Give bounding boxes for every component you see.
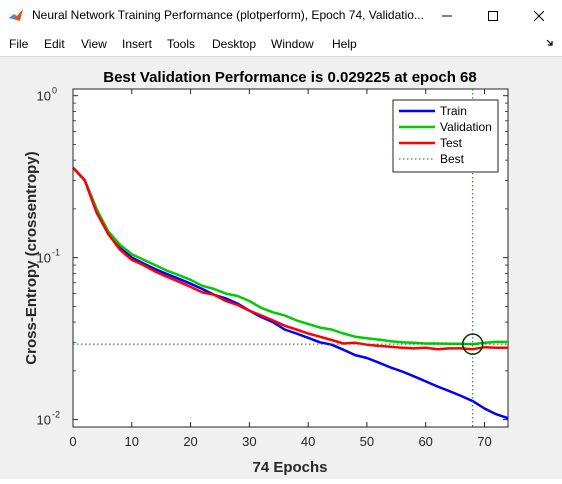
- y-axis-label: Cross-Entropy (crossentropy): [23, 151, 40, 364]
- y-tick-label: 10: [37, 251, 51, 266]
- menu-edit[interactable]: Edit: [44, 37, 65, 51]
- chart-title: Best Validation Performance is 0.029225 …: [103, 69, 477, 86]
- menu-desktop[interactable]: Desktop: [212, 37, 257, 51]
- y-tick-exponent: -1: [52, 248, 60, 258]
- title-bar: Neural Network Training Performance (plo…: [0, 0, 562, 32]
- series-line-train: [72, 166, 509, 420]
- dock-arrow-icon[interactable]: [546, 39, 554, 47]
- x-tick-label: 30: [242, 434, 256, 449]
- best-marker: [461, 333, 484, 355]
- maximize-button[interactable]: [470, 0, 516, 32]
- menu-bar: File Edit View Insert Tools Desktop Wind…: [0, 32, 562, 57]
- legend: Train Validation Test Best: [392, 99, 499, 173]
- y-tick-exponent: 0: [52, 86, 57, 96]
- legend-label-validation: Validation: [440, 120, 492, 134]
- menu-window[interactable]: Window: [271, 37, 314, 51]
- y-tick-label: 10: [37, 413, 51, 428]
- menu-tools[interactable]: Tools: [167, 37, 196, 51]
- x-tick-label: 40: [301, 434, 315, 449]
- minimize-button[interactable]: [424, 0, 470, 32]
- x-tick-label: 10: [125, 434, 139, 449]
- y-tick-label: 10: [37, 89, 51, 104]
- matlab-icon: [9, 9, 23, 21]
- legend-label-train: Train: [440, 104, 467, 118]
- x-axis-label: 74 Epochs: [252, 459, 327, 476]
- window-title: Neural Network Training Performance (plo…: [32, 8, 424, 22]
- series-line-test: [72, 166, 508, 351]
- y-tick-exponent: -2: [52, 410, 60, 420]
- close-icon: [534, 11, 544, 21]
- close-button[interactable]: [516, 0, 562, 32]
- minimize-icon: [442, 15, 452, 17]
- figure-area: Best Validation Performance is 0.029225 …: [0, 57, 562, 479]
- legend-label-test: Test: [440, 136, 463, 150]
- series-line-validation: [72, 166, 508, 346]
- menu-insert[interactable]: Insert: [122, 37, 153, 51]
- x-tick-label: 50: [360, 434, 374, 449]
- menu-file[interactable]: File: [9, 37, 29, 51]
- x-tick-label: 70: [477, 434, 491, 449]
- menu-help[interactable]: Help: [332, 37, 357, 51]
- maximize-icon: [488, 11, 498, 21]
- menu-view[interactable]: View: [81, 37, 107, 51]
- legend-label-best: Best: [440, 152, 465, 166]
- x-tick-label: 60: [418, 434, 432, 449]
- performance-chart: Best Validation Performance is 0.029225 …: [23, 69, 509, 476]
- x-tick-label: 20: [183, 434, 197, 449]
- x-tick-label: 0: [69, 434, 76, 449]
